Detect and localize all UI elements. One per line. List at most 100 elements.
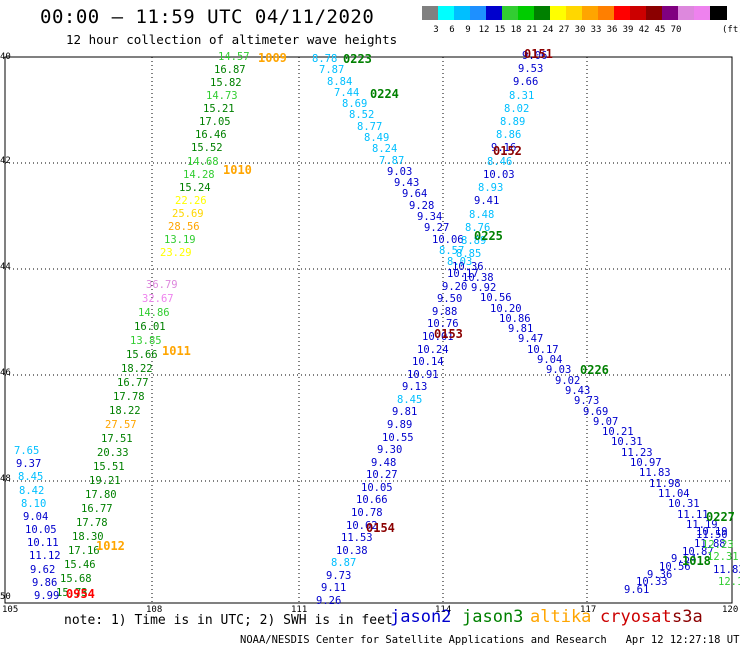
pass-time-label: 0151 — [524, 47, 553, 61]
swh-reading: 14.68 — [187, 156, 219, 168]
swh-reading: 8.10 — [21, 498, 47, 510]
lon-label: 114 — [435, 605, 452, 615]
credit-line: NOAA/NESDIS Center for Satellite Applica… — [240, 634, 740, 646]
swh-reading: 9.06 — [522, 50, 548, 62]
swh-reading: 15.66 — [126, 349, 158, 361]
swh-reading: 9.43 — [565, 385, 591, 397]
swh-reading: 7.65 — [14, 445, 40, 457]
swh-reading: 9.53 — [518, 63, 544, 75]
swh-reading: 8.69 — [342, 98, 368, 110]
swh-reading: 18.30 — [72, 531, 104, 543]
swh-reading: 16.01 — [134, 321, 166, 333]
swh-reading: 9.36 — [647, 569, 673, 581]
swh-reading: 10.76 — [427, 318, 459, 330]
swh-reading: 9.69 — [583, 406, 609, 418]
swh-reading: 10.14 — [412, 356, 444, 368]
swh-reading: 15.82 — [210, 77, 242, 89]
lon-label: 105 — [2, 605, 19, 615]
swh-reading: 9.92 — [471, 282, 497, 294]
swh-reading: 9.27 — [424, 222, 450, 234]
swh-reading: 10.05 — [25, 524, 57, 536]
pass-time-label: 0152 — [493, 144, 522, 158]
swh-reading: 10.01 — [422, 331, 454, 343]
color-scale-label: 30 — [574, 25, 586, 35]
swh-reading: 8.84 — [327, 76, 353, 88]
swh-reading: 17.78 — [76, 517, 108, 529]
swh-reading: 17.16 — [68, 545, 100, 557]
swh-reading: 9.28 — [409, 200, 435, 212]
swh-reading: 11.83 — [713, 564, 740, 576]
swh-reading: 9.50 — [437, 293, 463, 305]
swh-reading: 10.24 — [417, 344, 449, 356]
swh-reading: 11.04 — [658, 488, 690, 500]
swh-reading: 12.23 — [702, 539, 734, 551]
color-scale-label: 24 — [542, 25, 554, 35]
swh-reading: 10.66 — [356, 494, 388, 506]
swh-reading: 7.87 — [319, 64, 345, 76]
swh-reading: 9.48 — [371, 457, 397, 469]
swh-reading: 15.52 — [191, 142, 223, 154]
color-scale-label: 39 — [622, 25, 634, 35]
swh-reading: 9.64 — [402, 188, 428, 200]
color-scale-label: 12 — [478, 25, 490, 35]
swh-reading: 9.73 — [574, 395, 600, 407]
lon-label: 111 — [291, 605, 308, 615]
graticule — [5, 57, 732, 603]
swh-reading: 22.26 — [175, 195, 207, 207]
swh-reading: 8.48 — [469, 209, 495, 221]
swh-reading: 10.31 — [668, 498, 700, 510]
swh-reading: 14.57 — [218, 51, 250, 63]
swh-reading: 17.80 — [85, 489, 117, 501]
swh-reading: 10.17 — [527, 344, 559, 356]
swh-reading: 8.89 — [461, 235, 487, 247]
legend-altika: altika — [530, 607, 592, 627]
swh-reading: 14.28 — [183, 169, 215, 181]
pass-time-label: 0223 — [343, 52, 372, 66]
swh-reading: 10.55 — [382, 432, 414, 444]
swh-reading: 11.12 — [29, 550, 61, 562]
swh-reading: 25.69 — [172, 208, 204, 220]
swh-reading: 16.77 — [81, 503, 113, 515]
swh-reading: 9.37 — [16, 458, 42, 470]
pass-time-label: 1018 — [682, 554, 711, 568]
pass-time-label: 0224 — [370, 87, 399, 101]
footer-note: note: 1) Time is in UTC; 2) SWH is in fe… — [64, 613, 393, 628]
swh-reading: 14.86 — [138, 307, 170, 319]
swh-reading: 10.11 — [27, 537, 59, 549]
swh-reading: 8.57 — [439, 245, 465, 257]
swh-reading: 9.86 — [32, 577, 58, 589]
swh-reading: 9.54 — [671, 553, 697, 565]
lon-label: 108 — [146, 605, 163, 615]
swh-reading: 9.88 — [432, 306, 458, 318]
pass-time-label: 0226 — [580, 363, 609, 377]
swh-reading: 9.16 — [491, 142, 517, 154]
swh-reading: 15.21 — [203, 103, 235, 115]
swh-reading: 20.33 — [97, 447, 129, 459]
swh-reading: 8.93 — [478, 182, 504, 194]
swh-reading: 32.67 — [142, 293, 174, 305]
color-scale-swatch — [710, 6, 728, 20]
color-scale-label: 9 — [465, 25, 471, 35]
legend-jason2: jason2 — [390, 607, 452, 627]
swh-reading: 10.78 — [351, 507, 383, 519]
color-scale-label: 27 — [558, 25, 570, 35]
swh-reading: 8.45 — [397, 394, 423, 406]
swh-reading: 11.23 — [621, 447, 653, 459]
swh-reading: 8.89 — [500, 116, 526, 128]
color-scale-label: 15 — [494, 25, 506, 35]
swh-reading: 9.02 — [555, 375, 581, 387]
swh-reading: 36.79 — [146, 279, 178, 291]
swh-reading: 11.88 — [694, 538, 726, 550]
swh-reading: 10.31 — [611, 436, 643, 448]
swh-reading: 8.24 — [372, 143, 398, 155]
swh-reading: 8.76 — [465, 222, 491, 234]
swh-reading: 10.17 — [447, 268, 479, 280]
swh-reading: 8.02 — [504, 103, 530, 115]
swh-reading: 9.89 — [387, 419, 413, 431]
swh-reading: 10.62 — [346, 520, 378, 532]
swh-reading: 7.44 — [334, 87, 360, 99]
swh-reading: 11.98 — [649, 478, 681, 490]
swh-reading: 10.38 — [462, 272, 494, 284]
swh-reading: 13.19 — [164, 234, 196, 246]
swh-reading: 9.04 — [23, 511, 49, 523]
